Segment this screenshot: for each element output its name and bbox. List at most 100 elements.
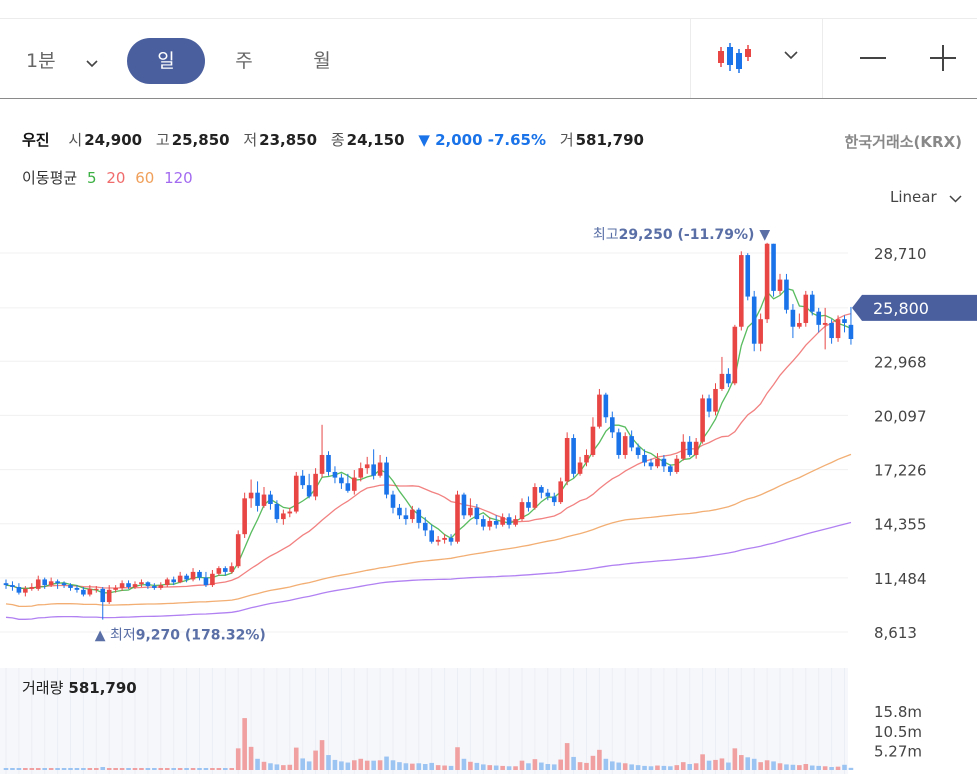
candle-body	[23, 588, 28, 593]
minus-icon[interactable]	[860, 57, 886, 59]
candle-body	[790, 309, 796, 327]
candle-body	[693, 441, 699, 455]
volume-bar	[223, 768, 228, 770]
candle-body	[313, 473, 318, 497]
candle-body	[16, 586, 22, 593]
candle-body	[352, 477, 357, 491]
candle-body	[68, 585, 73, 588]
candle-body	[100, 588, 106, 603]
volume-bar	[113, 768, 118, 770]
candle-body	[190, 571, 196, 580]
volume-bar	[635, 765, 641, 770]
low-price-annotation: ▲ 최저9,270 (178.32%)	[95, 628, 266, 644]
volume-bar	[551, 764, 557, 770]
candle-body	[784, 279, 789, 310]
volume-bar	[674, 765, 680, 770]
moving-average-legend[interactable]: 이동평균 5 20 60 120	[22, 167, 193, 188]
volume-bar	[255, 758, 260, 770]
volume-bar	[687, 764, 692, 770]
volume-axis: 15.8m 10.5m5.27m	[874, 703, 922, 760]
candle-body	[126, 583, 131, 587]
volume-bar	[777, 763, 783, 770]
y-axis: 28,710 22,968 20,097 17,226 14,355 11,484 8,61…	[874, 245, 927, 642]
candle-body	[10, 585, 15, 587]
candle-body	[184, 575, 189, 580]
candle-body	[629, 436, 634, 448]
volume-bar	[35, 768, 41, 770]
candle-body	[332, 471, 338, 478]
candle-body	[816, 311, 821, 325]
candle-body	[474, 507, 480, 520]
candle-body	[390, 494, 396, 508]
volume-tick-label: 15.8m	[874, 703, 922, 721]
volume-bar	[416, 763, 422, 770]
high-annotation-value: 29,250 (-11.79%) ▼	[619, 227, 771, 243]
volume-bar	[442, 765, 447, 770]
candle-body	[635, 447, 641, 455]
volume-bar	[164, 768, 170, 770]
volume-bar	[29, 768, 35, 770]
ma-120-line	[5, 521, 852, 620]
candle-body	[797, 322, 802, 327]
candle-body	[132, 584, 138, 587]
volume-bar	[287, 764, 293, 770]
volume-bar	[293, 747, 299, 770]
chart-type-dropdown-icon[interactable]	[784, 45, 798, 64]
tab-day[interactable]: 일	[127, 38, 205, 84]
candle-body	[751, 296, 757, 344]
candle-body	[377, 462, 383, 476]
tab-month[interactable]: 월	[313, 50, 331, 72]
candle-body	[55, 581, 60, 584]
volume-bar	[203, 768, 209, 770]
volume-bar	[197, 768, 202, 770]
candle-body	[416, 509, 422, 523]
volume-bar	[803, 764, 809, 770]
volume-bar	[126, 768, 131, 770]
scale-selector[interactable]: Linear	[890, 188, 962, 207]
volume-bar	[784, 764, 789, 770]
candle-body	[274, 504, 280, 520]
volume-panel-area	[0, 668, 848, 774]
candle-body	[739, 255, 744, 327]
volume-bar	[713, 759, 718, 770]
volume-bar	[410, 763, 415, 770]
volume-bar	[139, 768, 144, 770]
volume-bar	[745, 757, 751, 770]
volume-bar	[545, 764, 551, 770]
candle-body	[358, 468, 364, 478]
volume-bar	[106, 768, 112, 770]
volume-bar	[584, 762, 589, 770]
candle-body	[577, 462, 583, 474]
volume-bar	[732, 748, 738, 770]
candle-body	[94, 588, 99, 590]
candle-body	[345, 483, 351, 491]
candle-body	[745, 255, 751, 297]
candlestick-icon[interactable]	[716, 41, 756, 75]
volume-bar	[513, 766, 518, 770]
volume-bar	[384, 756, 389, 770]
volume-bar	[468, 761, 473, 770]
volume-bar	[590, 755, 596, 770]
scale-label: Linear	[890, 188, 937, 206]
y-tick-label: 20,097	[874, 407, 927, 425]
volume-bar	[377, 760, 383, 770]
volume-bar	[352, 760, 357, 770]
interval-selector[interactable]: 1분	[26, 38, 126, 84]
tab-week[interactable]: 주	[235, 50, 253, 72]
candle-body	[81, 589, 86, 595]
volume-panel-value: 581,790	[68, 679, 137, 697]
volume-bar	[339, 761, 344, 770]
volume-bar	[771, 761, 776, 770]
y-tick-label: 28,710	[874, 245, 927, 263]
volume-bar	[397, 762, 402, 770]
chart-toolbar: 1분 일 주 월	[0, 19, 977, 99]
change-value: ▼ 2,000 -7.65%	[418, 131, 547, 149]
candle-body	[339, 477, 344, 484]
candle-body	[306, 485, 312, 497]
volume-bar	[822, 766, 828, 770]
grid-lines	[0, 252, 848, 633]
ma-60-line	[5, 453, 852, 608]
candle-body	[106, 589, 112, 603]
volume-bar	[68, 768, 73, 770]
